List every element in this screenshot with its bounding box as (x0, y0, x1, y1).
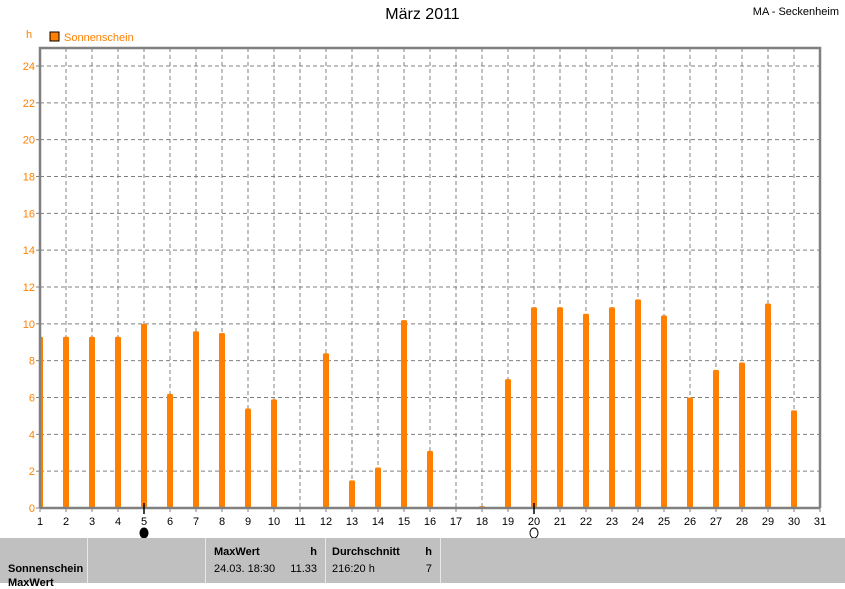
bar-day-8 (219, 333, 225, 508)
x-tick-label: 10 (268, 516, 280, 528)
new-moon-icon (139, 527, 149, 538)
x-tick-label: 29 (762, 516, 774, 528)
maxwert-unit: h (310, 546, 317, 558)
y-tick-label: 6 (29, 393, 35, 405)
bar-day-12 (323, 353, 329, 508)
y-tick-label: 20 (23, 135, 35, 147)
y-tick-label: 4 (29, 429, 35, 441)
y-tick-label: 2 (29, 466, 35, 478)
maxwert-cell: MaxWert h 24.03. 18:30 11.33 (205, 538, 325, 583)
row-label-cell: Sonnenschein MaxWert (0, 538, 87, 589)
x-tick-label: 7 (193, 516, 199, 528)
x-tick-label: 28 (736, 516, 748, 528)
plot-frame (38, 46, 822, 508)
x-tick-label: 14 (372, 516, 384, 528)
bar-day-5 (141, 323, 147, 508)
x-tick-label: 12 (320, 516, 332, 528)
bar-day-16 (427, 450, 433, 508)
x-tick-label: 4 (115, 516, 121, 528)
y-tick-label: 12 (23, 282, 35, 294)
x-tick-label: 2 (63, 516, 69, 528)
durchschnitt-cell: Durchschnitt h 216:20 h 7 (325, 538, 440, 583)
bar-day-7 (193, 331, 199, 508)
durchschnitt-value: 7 (425, 563, 432, 575)
bar-day-21 (557, 307, 563, 508)
bar-day-27 (713, 369, 719, 508)
bar-day-14 (375, 467, 381, 508)
y-axis-unit: h (26, 29, 32, 41)
y-tick-label: 16 (23, 208, 35, 220)
x-tick-label: 16 (424, 516, 436, 528)
bar-day-9 (245, 408, 251, 508)
x-tick-label: 18 (476, 516, 488, 528)
bar-day-23 (609, 307, 615, 508)
durchschnitt-unit: h (425, 546, 432, 558)
x-tick-label: 22 (580, 516, 592, 528)
bar-day-24 (635, 299, 641, 508)
x-tick-label: 11 (294, 516, 305, 528)
chart-title: März 2011 (385, 6, 460, 23)
y-tick-label: 24 (23, 61, 35, 73)
row-label: Sonnenschein (8, 563, 84, 575)
x-tick-label: 8 (219, 516, 225, 528)
bar-day-29 (765, 303, 771, 508)
x-tick-label: 24 (632, 516, 644, 528)
x-tick-label: 27 (710, 516, 722, 528)
bar-day-26 (687, 397, 693, 508)
x-tick-label: 6 (167, 516, 173, 528)
durchschnitt-header: Durchschnitt (332, 546, 400, 558)
bar-day-15 (401, 320, 407, 508)
durchschnitt-total: 216:20 h (332, 563, 375, 575)
row-label-2: MaxWert (8, 577, 54, 589)
y-tick-label: 18 (23, 172, 35, 184)
x-tick-label: 26 (684, 516, 696, 528)
summary-table: Sonnenschein MaxWert MaxWert h 24.03. 18… (0, 538, 845, 589)
empty-cell (87, 538, 205, 583)
x-tick-label: 13 (346, 516, 358, 528)
y-tick-label: 14 (23, 245, 35, 257)
bar-day-6 (167, 393, 173, 508)
bar-day-25 (661, 315, 667, 508)
x-tick-label: 17 (450, 516, 462, 528)
x-tick-label: 23 (606, 516, 618, 528)
bar-day-4 (115, 336, 121, 508)
bar-day-28 (739, 362, 745, 508)
x-tick-label: 9 (245, 516, 251, 528)
x-tick-label: 3 (89, 516, 95, 528)
legend-swatch (49, 31, 60, 42)
y-tick-label: 8 (29, 356, 35, 368)
x-tick-label: 21 (554, 516, 566, 528)
bar-day-30 (791, 410, 797, 508)
station-name: MA - Seckenheim (752, 6, 839, 18)
x-tick-label: 1 (37, 516, 43, 528)
y-tick-label: 10 (23, 319, 35, 331)
y-tick-label: 0 (29, 503, 35, 515)
bar-day-3 (89, 336, 95, 508)
bar-day-10 (271, 399, 277, 508)
x-tick-label: 15 (398, 516, 410, 528)
bar-day-22 (583, 313, 589, 508)
x-tick-label: 20 (528, 516, 540, 528)
bar-day-13 (349, 480, 355, 508)
bar-day-19 (505, 379, 511, 508)
x-tick-label: 19 (502, 516, 514, 528)
legend-label: Sonnenschein (64, 32, 134, 44)
maxwert-value: 11.33 (290, 563, 317, 575)
maxwert-header: MaxWert (214, 546, 260, 558)
x-tick-label: 5 (141, 516, 147, 528)
full-moon-icon (529, 527, 539, 538)
empty-cell (440, 538, 845, 583)
x-tick-label: 31 (814, 516, 826, 528)
bar-day-2 (63, 336, 69, 508)
maxwert-date: 24.03. 18:30 (214, 563, 276, 575)
x-tick-label: 30 (788, 516, 800, 528)
y-tick-label: 22 (23, 98, 35, 110)
bar-day-20 (531, 307, 537, 508)
x-tick-label: 25 (658, 516, 670, 528)
